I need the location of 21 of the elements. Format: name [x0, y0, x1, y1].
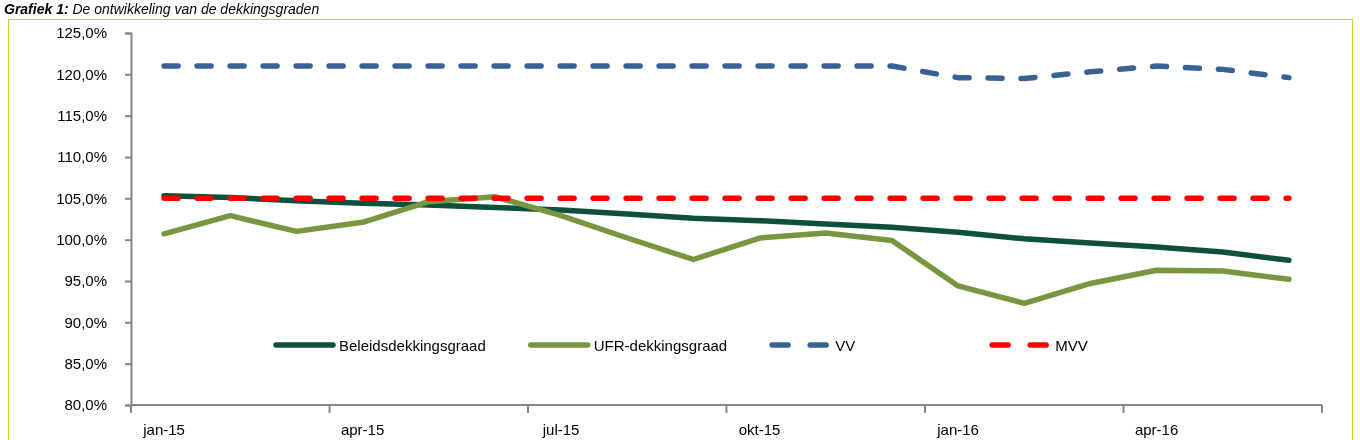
legend-label: Beleidsdekkingsgraad	[339, 336, 486, 354]
x-tick-label: apr-15	[340, 421, 385, 438]
y-tick-label: 85,0%	[64, 354, 107, 372]
x-tick-label: okt-15	[738, 421, 781, 438]
y-tick-label: 95,0%	[64, 272, 107, 290]
y-tick-label: 120,0%	[56, 65, 107, 83]
legend-label: MVV	[1055, 336, 1088, 354]
legend-label: UFR-dekkingsgraad	[593, 336, 728, 354]
legend-label: VV	[835, 336, 856, 354]
x-tick-label: jan-15	[142, 421, 185, 438]
y-tick-label: 90,0%	[64, 313, 107, 331]
y-tick-label: 125,0%	[56, 24, 107, 42]
y-tick-label: 100,0%	[56, 230, 107, 248]
x-tick-label: apr-16	[1134, 421, 1179, 438]
y-tick-label: 80,0%	[64, 396, 107, 414]
y-tick-label: 110,0%	[57, 148, 107, 166]
x-tick-label: jul-15	[541, 421, 580, 438]
x-tick-label: jan-16	[936, 421, 979, 438]
y-tick-label: 115,0%	[57, 106, 107, 124]
chart-title: Grafiek 1: De ontwikkeling van de dekkingsgraden	[4, 1, 320, 17]
y-tick-label: 105,0%	[56, 189, 107, 207]
